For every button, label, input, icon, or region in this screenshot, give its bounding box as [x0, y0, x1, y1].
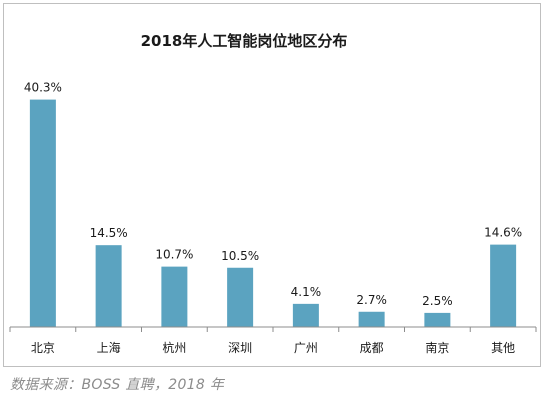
value-label-4: 10.5%	[221, 249, 259, 263]
bar-6	[358, 311, 385, 327]
bar-3	[161, 266, 188, 327]
category-label-2: 上海	[97, 340, 121, 355]
value-label-5: 4.1%	[291, 285, 322, 299]
value-label-3: 10.7%	[155, 248, 193, 262]
category-label-3: 杭州	[162, 340, 186, 355]
value-label-7: 2.5%	[422, 294, 453, 308]
category-label-1: 北京	[31, 341, 55, 355]
chart-title: 2018年人工智能岗位地区分布	[141, 32, 348, 50]
category-label-6: 成都	[360, 341, 384, 355]
value-label-2: 14.5%	[90, 226, 128, 240]
x-axis: 北京 上海 杭州 深圳 广州 成都 南京 其他	[9, 326, 537, 355]
value-labels-layer: 40.3% 14.5% 10.7% 10.5% 4.1% 2.7% 2.5% 14.6%	[24, 81, 522, 308]
value-label-6: 2.7%	[356, 293, 387, 307]
category-label-5: 广州	[294, 341, 318, 355]
bar-7	[424, 312, 451, 327]
bars-layer	[29, 99, 517, 327]
category-label-4: 深圳	[228, 341, 252, 355]
bar-5	[292, 303, 319, 327]
chart-frame: 2018年人工智能岗位地区分布 40.3% 14.5% 10.7% 10.5% 4.1%…	[3, 3, 541, 367]
category-label-7: 南京	[425, 340, 449, 355]
bar-1	[29, 99, 56, 327]
source-note: 数据来源：BOSS 直聘，2018 年	[10, 377, 225, 393]
category-label-8: 其他	[491, 341, 515, 355]
bar-chart: 2018年人工智能岗位地区分布 40.3% 14.5% 10.7% 10.5% 4.1%…	[9, 32, 537, 355]
value-label-8: 14.6%	[484, 226, 522, 240]
value-label-1: 40.3%	[24, 81, 62, 95]
bar-8	[490, 244, 517, 327]
bar-2	[95, 245, 122, 327]
bar-4	[227, 267, 254, 327]
